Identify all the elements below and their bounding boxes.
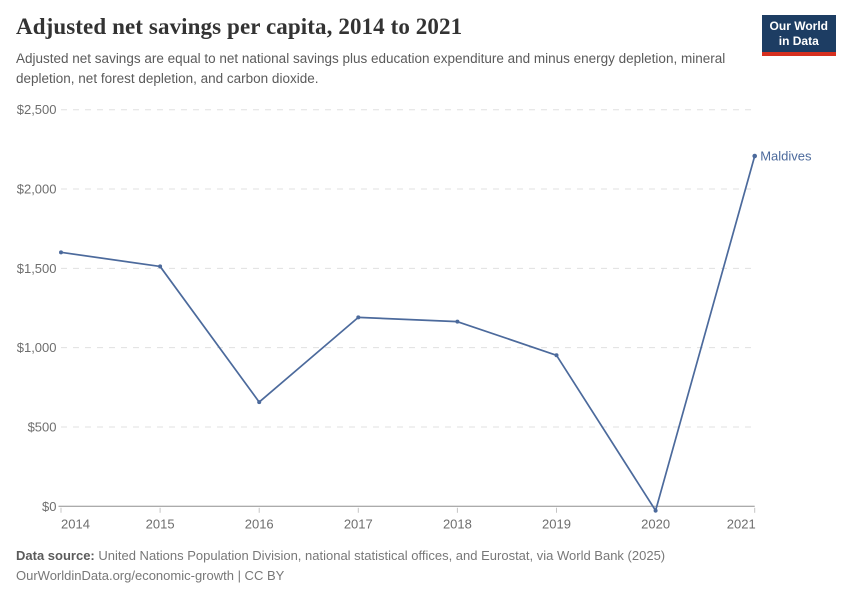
y-tick-label: $1,000: [17, 340, 57, 355]
x-tick-label: 2020: [641, 516, 670, 531]
data-point: [455, 319, 460, 324]
data-source-line: Data source: United Nations Population D…: [16, 546, 834, 566]
series-label: Maldives: [760, 149, 812, 164]
data-point: [356, 315, 361, 320]
x-tick-label: 2015: [146, 516, 175, 531]
y-tick-label: $500: [28, 419, 57, 434]
license-line: OurWorldinData.org/economic-growth | CC …: [16, 568, 285, 584]
data-point: [554, 353, 559, 358]
chart-subtitle: Adjusted net savings are equal to net na…: [16, 51, 726, 87]
x-tick-label: 2021: [727, 516, 756, 531]
data-point: [257, 400, 262, 405]
data-point: [653, 508, 658, 513]
chart-title: Adjusted net savings per capita, 2014 to…: [16, 14, 463, 39]
y-tick-label: $1,500: [17, 261, 57, 276]
y-tick-label: $2,000: [17, 182, 57, 197]
x-tick-label: 2017: [344, 516, 373, 531]
x-tick-label: 2018: [443, 516, 472, 531]
chart-header: Adjusted net savings per capita, 2014 to…: [16, 14, 750, 90]
data-point: [59, 250, 63, 255]
owid-logo: Our World in Data: [761, 15, 836, 56]
data-source-text: United Nations Population Division, nati…: [94, 548, 666, 563]
chart-line: [60, 155, 756, 512]
y-tick-label: $2,500: [17, 102, 57, 117]
chart-footer: Data source: United Nations Population D…: [16, 546, 834, 586]
y-tick-label: $0: [42, 499, 56, 514]
data-source-label: Data source:: [16, 548, 95, 563]
data-point: [752, 153, 757, 159]
x-tick-label: 2019: [542, 516, 571, 531]
x-tick-label: 2016: [245, 516, 274, 531]
x-tick-label: 2014: [61, 516, 90, 531]
data-point: [158, 264, 163, 269]
owid-logo-line1: Our World: [769, 19, 828, 33]
owid-logo-line2: in Data: [778, 34, 819, 48]
